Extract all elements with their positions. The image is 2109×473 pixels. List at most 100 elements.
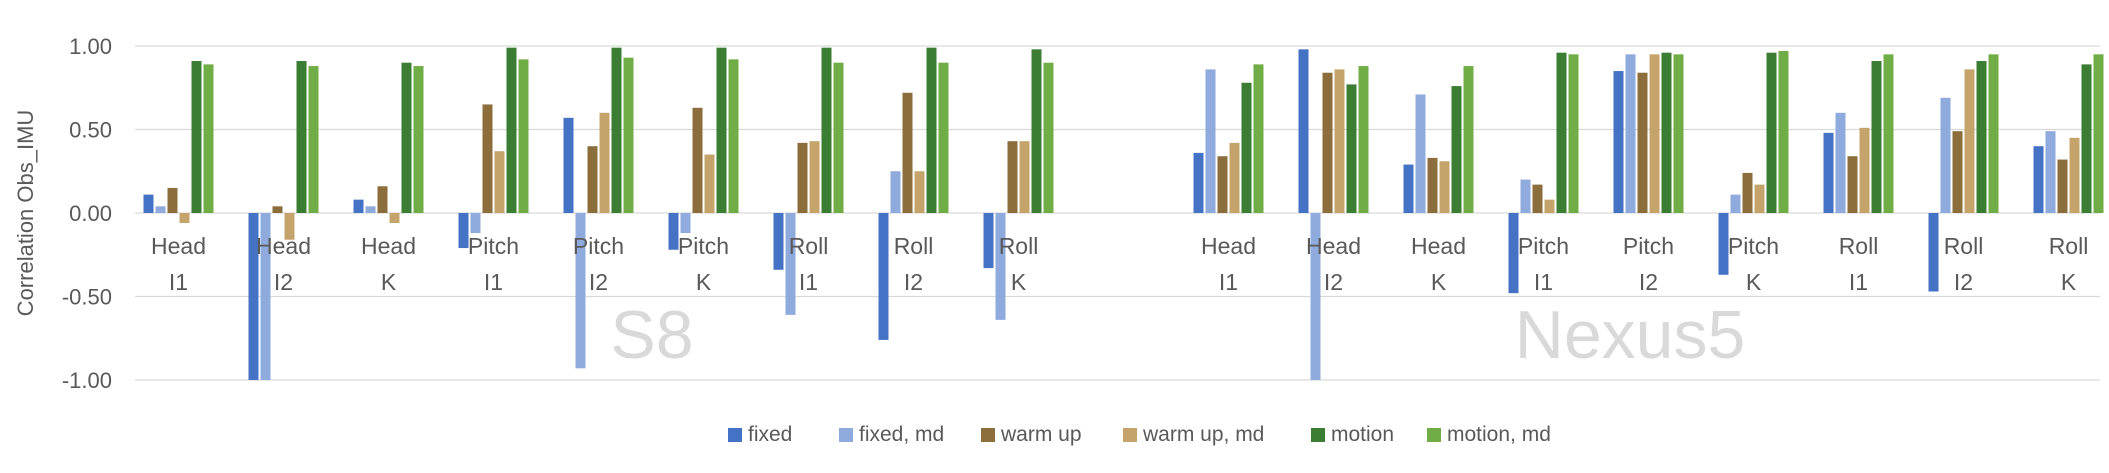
- bar-motion: [1031, 49, 1042, 214]
- bar-motion: [1661, 52, 1672, 214]
- bar-fixed: [1508, 213, 1519, 294]
- bar-warm-up-md: [1964, 69, 1975, 213]
- bar-motion-md: [308, 66, 319, 213]
- x-category-label: Head: [1201, 233, 1256, 259]
- bar-motion: [1766, 52, 1777, 214]
- legend-swatch: [839, 428, 853, 442]
- bar-warm-up: [1322, 72, 1333, 213]
- bar-warm-up-md: [704, 154, 715, 213]
- bar-fixed: [353, 199, 364, 213]
- bar-motion-md: [1253, 64, 1264, 214]
- bar-warm-up: [1217, 156, 1228, 213]
- bar-fixed: [248, 213, 259, 380]
- bar-motion-md: [1568, 54, 1579, 213]
- bar-fixed-md: [2045, 131, 2056, 213]
- bar-motion: [506, 47, 517, 213]
- bar-motion: [716, 47, 727, 213]
- x-category-sublabel: K: [2061, 269, 2077, 295]
- legend-swatch: [1311, 428, 1325, 442]
- x-category-label: Roll: [2049, 233, 2089, 259]
- bar-motion-md: [2093, 54, 2104, 213]
- bar-warm-up: [692, 107, 703, 213]
- y-axis-label: Correlation Obs_IMU: [13, 110, 38, 317]
- bar-motion-md: [833, 62, 844, 214]
- bar-warm-up-md: [1439, 161, 1450, 213]
- bar-warm-up: [797, 142, 808, 213]
- x-category-label: Pitch: [468, 233, 519, 259]
- legend-entry: motion: [1331, 423, 1394, 446]
- bar-fixed-md: [1415, 94, 1426, 213]
- bar-warm-up-md: [2069, 137, 2080, 213]
- x-category-label: Roll: [999, 233, 1039, 259]
- x-category-sublabel: I2: [904, 269, 923, 295]
- x-category-sublabel: I1: [169, 269, 188, 295]
- bar-motion-md: [623, 57, 634, 213]
- bar-warm-up: [1427, 157, 1438, 213]
- bar-fixed: [143, 194, 154, 213]
- legend-entry: motion, md: [1447, 423, 1551, 446]
- x-category-label: Roll: [1944, 233, 1984, 259]
- bar-fixed: [668, 213, 679, 250]
- x-category-label: Pitch: [1728, 233, 1779, 259]
- bar-motion-md: [1988, 54, 1999, 213]
- gridlines: [135, 45, 2100, 381]
- bar-warm-up: [2057, 159, 2068, 213]
- bar-fixed-md: [365, 206, 376, 213]
- bar-fixed: [773, 213, 784, 270]
- bar-warm-up: [482, 104, 493, 213]
- x-category-label: Roll: [789, 233, 829, 259]
- bar-motion: [1871, 61, 1882, 213]
- x-category-sublabel: I2: [1639, 269, 1658, 295]
- bar-fixed: [983, 213, 994, 269]
- legend-entry: fixed, md: [859, 423, 944, 446]
- bars: [143, 47, 2104, 380]
- bar-motion-md: [518, 59, 529, 213]
- x-category-label: Head: [1306, 233, 1361, 259]
- bar-warm-up-md: [809, 141, 820, 213]
- bar-warm-up: [1742, 172, 1753, 213]
- x-category-label: Roll: [894, 233, 934, 259]
- x-category-label: Head: [361, 233, 416, 259]
- legend-swatch: [1123, 428, 1137, 442]
- bar-fixed-md: [1940, 97, 1951, 213]
- bar-motion: [1976, 61, 1987, 213]
- x-category-label: Pitch: [1518, 233, 1569, 259]
- bar-fixed-md: [1835, 112, 1846, 213]
- bar-warm-up-md: [599, 112, 610, 213]
- x-category-label: Head: [256, 233, 311, 259]
- x-category-label: Pitch: [573, 233, 624, 259]
- legend-swatch: [728, 428, 742, 442]
- bar-fixed: [1823, 132, 1834, 213]
- y-tick-label: 0.50: [69, 118, 112, 143]
- bar-fixed-md: [155, 206, 166, 213]
- bar-warm-up: [272, 206, 283, 213]
- bar-warm-up-md: [389, 213, 400, 224]
- x-category-label: Head: [151, 233, 206, 259]
- bar-motion: [821, 47, 832, 213]
- bar-warm-up-md: [1859, 127, 1870, 213]
- bar-fixed-md: [1730, 194, 1741, 213]
- bar-motion-md: [1358, 66, 1369, 213]
- x-category-sublabel: I2: [1324, 269, 1343, 295]
- bar-fixed: [458, 213, 469, 249]
- bar-warm-up-md: [1334, 69, 1345, 213]
- bar-fixed: [1613, 71, 1624, 213]
- bar-warm-up-md: [914, 171, 925, 213]
- bar-motion-md: [1463, 66, 1474, 213]
- legend-swatch: [981, 428, 995, 442]
- bar-warm-up: [1637, 72, 1648, 213]
- legend-swatch: [1427, 428, 1441, 442]
- legend-entry: fixed: [748, 423, 792, 446]
- bar-motion: [401, 62, 412, 214]
- x-category-sublabel: K: [381, 269, 397, 295]
- bar-warm-up-md: [1544, 199, 1555, 213]
- x-category-label: Pitch: [678, 233, 729, 259]
- x-category-sublabel: I2: [1954, 269, 1973, 295]
- bar-warm-up-md: [1229, 142, 1240, 213]
- bar-fixed-md: [1625, 54, 1636, 213]
- bar-motion-md: [938, 62, 949, 214]
- bar-warm-up: [1952, 131, 1963, 213]
- x-category-label: Roll: [1839, 233, 1879, 259]
- bar-fixed: [1193, 152, 1204, 213]
